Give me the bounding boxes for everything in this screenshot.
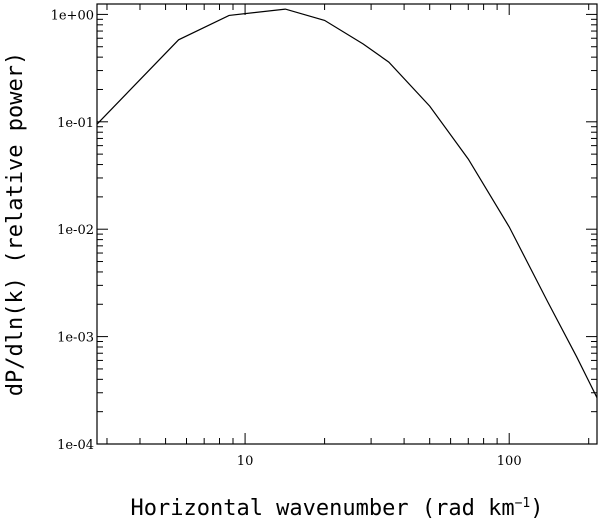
x-tick-labels: 10 100 (237, 454, 522, 469)
x-tick-label: 10 (237, 454, 254, 469)
series-line-0 (96, 8, 598, 398)
plot-frame (96, 3, 598, 445)
x-axis-title-superscript: −1 (515, 496, 531, 511)
y-tick-label: 1e-02 (57, 223, 94, 238)
y-tick-label: 1e+00 (51, 8, 94, 23)
y-axis-title: dP/dln(k) (relative power) (3, 52, 28, 396)
y-tick-label: 1e-04 (57, 438, 94, 453)
x-axis-title-close: ) (530, 496, 543, 521)
y-tick-labels: 1e+00 1e-01 1e-02 1e-03 1e-04 (51, 8, 94, 453)
x-axis-title: Horizontal wavenumber (rad km−1) (130, 496, 543, 521)
major-ticks (97, 4, 597, 445)
x-tick-label: 100 (497, 454, 522, 469)
minor-ticks (97, 4, 597, 444)
y-tick-label: 1e-03 (57, 331, 94, 346)
y-tick-label: 1e-01 (57, 116, 94, 131)
x-axis-title-text: Horizontal wavenumber (rad km (130, 496, 514, 521)
